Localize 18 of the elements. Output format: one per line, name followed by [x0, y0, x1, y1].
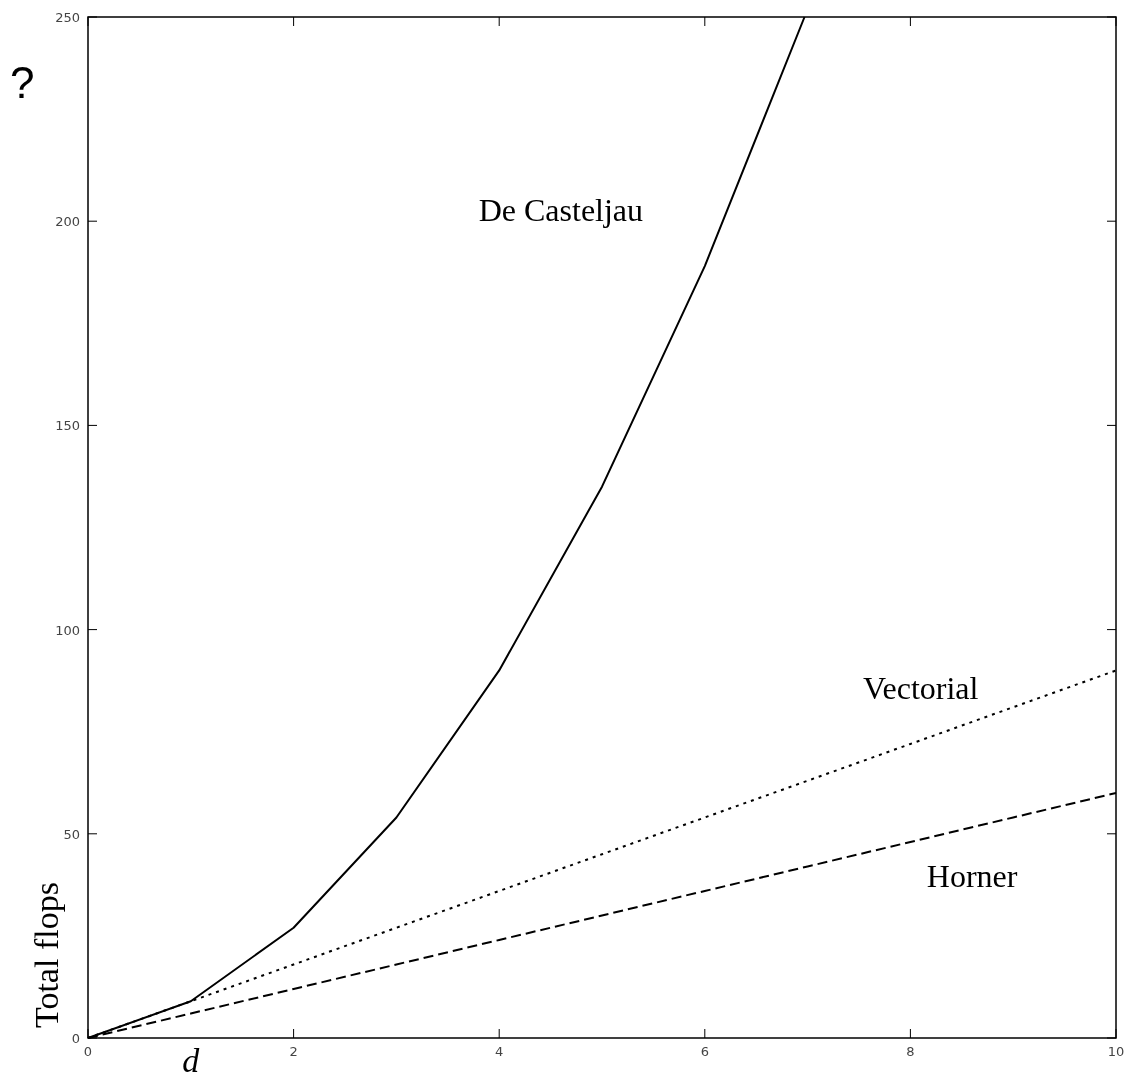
y-tick-label: 50	[63, 826, 80, 842]
x-tick-label: 0	[83, 1044, 93, 1059]
text: De Casteljau	[478, 192, 644, 229]
y-tick-label: 0	[71, 1031, 80, 1046]
x-axis-title: d	[182, 1042, 201, 1079]
x-tick-label: 8	[906, 1044, 915, 1059]
y-tick-label: 200	[55, 214, 80, 230]
x-tick-label: 6	[700, 1044, 709, 1059]
series-label: Horner	[926, 857, 1018, 894]
series-label: Vectorial	[862, 670, 979, 707]
y-tick-label: 150	[55, 418, 80, 434]
y-tick-label: 100	[55, 622, 80, 638]
y-tick-label: 250	[55, 10, 80, 25]
y-axis-title: Total flops	[28, 882, 65, 1028]
x-tick-label: 10	[1107, 1044, 1125, 1059]
x-tick-label: 4	[495, 1044, 504, 1059]
x-tick-label: 2	[289, 1044, 298, 1059]
text: ?	[10, 58, 35, 107]
